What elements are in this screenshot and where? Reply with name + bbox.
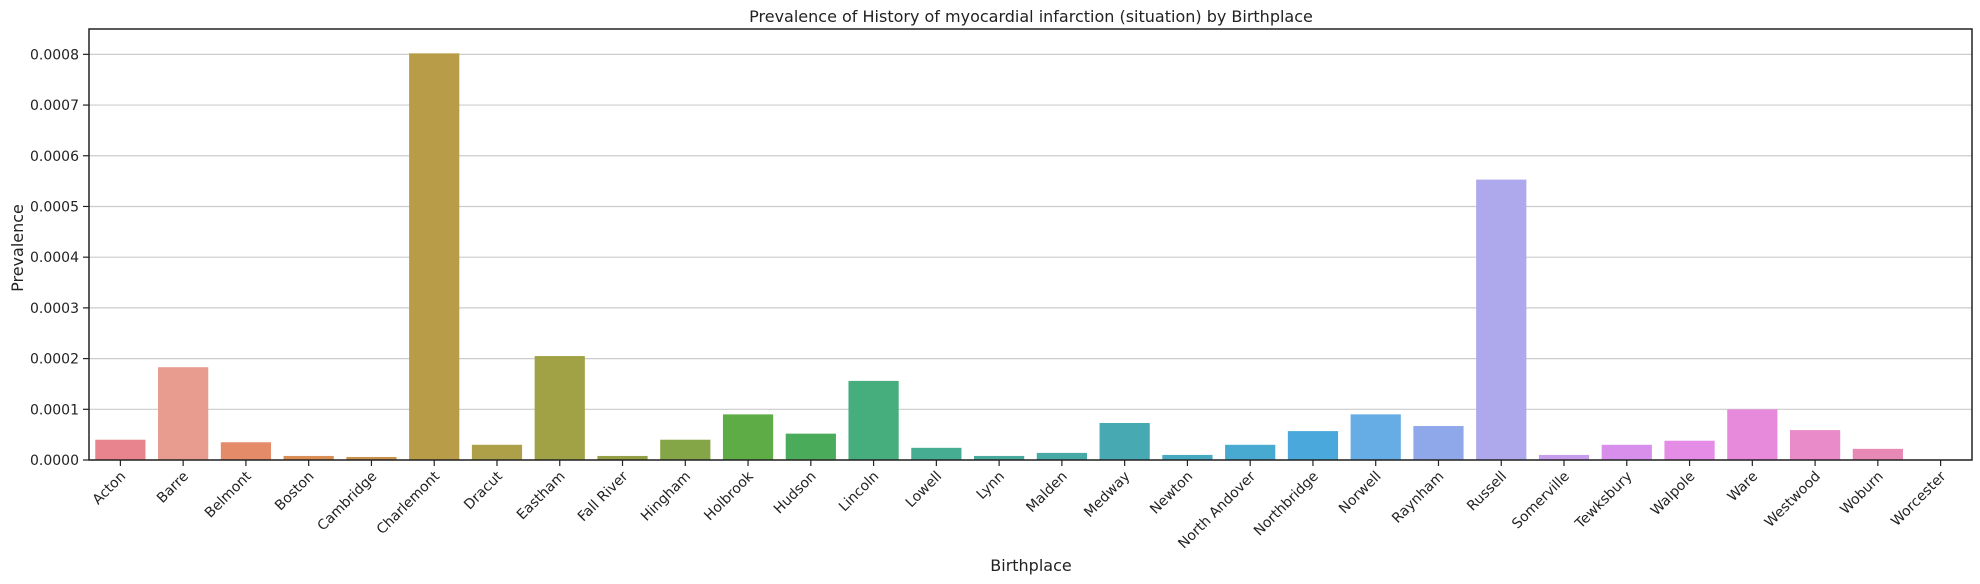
x-tick-label: Belmont [202,468,255,521]
x-tick-label: Lowell [903,469,945,511]
bar-hudson [785,433,836,460]
x-tick-label: Lynn [974,469,1008,503]
x-tick-label: Tewksbury [1572,469,1636,533]
y-axis-label: Prevalence [8,204,27,292]
x-tick-label: Woburn [1837,469,1886,518]
x-tick-label: Northbridge [1251,469,1322,540]
x-tick-label: Hudson [771,469,820,518]
x-tick-label: Holbrook [701,468,757,524]
x-tick-label: Westwood [1762,469,1824,531]
y-tick-label: 0.0008 [30,47,79,63]
x-tick-label: Walpole [1648,469,1698,519]
bar-barre [158,367,209,460]
x-tick-label: Eastham [514,469,569,524]
y-tick-label: 0.0002 [30,352,79,368]
x-axis: Acton Barre Belmont BostonCambridgeCharlemo… [90,460,1950,552]
x-tick-label: Newton [1147,469,1196,518]
bar-woburn [1852,448,1903,460]
bar-somerville [1538,454,1590,460]
x-tick-label: Norwell [1336,469,1385,518]
bar-holbrook [722,414,774,460]
bar-newton [1162,454,1213,460]
y-tick-label: 0.0006 [30,149,79,165]
x-tick-label: Raynham [1389,469,1447,527]
bar-tewksbury [1601,444,1652,460]
gridlines [89,53,1972,461]
bar-lincoln [848,380,899,460]
bar-medway [1099,422,1150,460]
bar-hingham [660,439,711,460]
y-axis: 0.0000 0.0001 0.0002 0.0003 0.0004 0.0005 0.00… [30,47,89,469]
x-tick-label: Hingham [638,469,694,525]
bar-cambridge [346,456,397,460]
x-tick-label: Malden [1023,469,1070,516]
y-tick-label: 0.0001 [30,402,79,418]
chart-title: Prevalence of History of myocardial infa… [749,7,1313,26]
y-tick-label: 0.0007 [30,98,79,114]
bar-boston [283,455,334,460]
y-tick-label: 0.0000 [30,453,79,469]
x-tick-label: Charlemont [374,468,444,538]
x-tick-label: Fall River [575,468,632,525]
bar-acton [95,439,146,460]
bar-dracut [471,444,523,460]
bar-fall-river [597,455,648,460]
bar-eastham [534,356,585,460]
x-tick-label: Dracut [461,468,506,513]
bar-lynn [974,455,1025,460]
y-tick-label: 0.0003 [30,301,79,317]
bar-russell [1476,179,1527,460]
x-tick-label: Worcester [1888,468,1949,529]
x-tick-label: Boston [272,469,318,515]
y-tick-label: 0.0005 [30,199,79,215]
bars [95,53,1903,460]
bar-malden [1036,452,1087,460]
x-tick-label: Ware [1725,469,1761,505]
bar-belmont [220,442,272,460]
bar-walpole [1664,440,1715,460]
bar-north-andover [1225,444,1276,460]
y-tick-label: 0.0004 [30,250,79,266]
x-tick-label: Barre [154,469,192,507]
bar-norwell [1350,414,1401,460]
x-tick-label: Acton [90,469,130,509]
x-tick-label: Russell [1464,469,1510,515]
bar-northbridge [1287,431,1339,460]
x-tick-label: Medway [1081,469,1133,521]
plot-frame [88,28,1973,461]
x-axis-label: Birthplace [990,556,1071,575]
x-tick-label: Somerville [1509,469,1573,533]
bar-westwood [1789,430,1841,460]
bar-raynham [1413,426,1464,460]
bar-ware [1727,409,1778,460]
x-tick-label: Cambridge [315,469,381,535]
bar-lowell [911,447,962,460]
bar-charlemont [409,53,460,460]
x-tick-label: Lincoln [836,469,882,515]
